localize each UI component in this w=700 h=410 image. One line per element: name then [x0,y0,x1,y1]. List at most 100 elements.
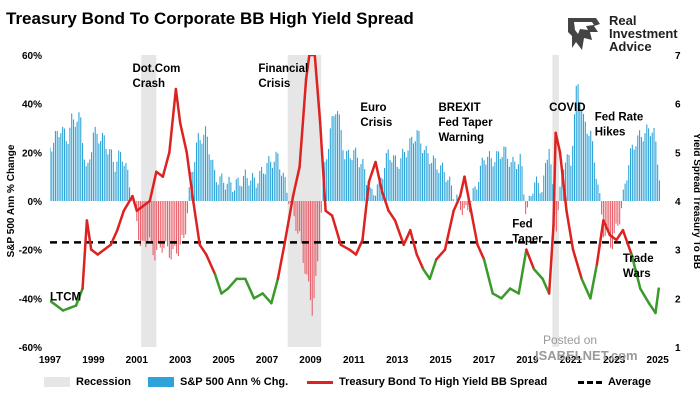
spread-segment-26 [205,253,217,276]
sp500-bar-173 [362,158,364,201]
sp500-bar-227 [459,201,462,211]
sp500-bar-121 [268,156,270,201]
sp500-bar-158 [335,114,337,201]
sp500-bar-7 [62,126,64,201]
sp500-bar-117 [261,167,263,201]
sp500-bar-133 [289,201,292,203]
sp500-bar-213 [434,158,436,201]
sp500-bar-159 [337,111,339,201]
sp500-bar-139 [300,201,302,244]
sp500-bar-325 [637,135,639,201]
sp500-bar-123 [271,168,273,201]
sp500-bar-142 [306,201,308,275]
sp500-bar-70 [176,201,178,254]
sp500-bar-330 [646,124,648,201]
sp500-bar-228 [461,201,463,215]
sp500-bar-308 [606,201,608,230]
sp500-bar-104 [237,177,239,201]
sp500-bar-24 [92,132,94,201]
brand-logo: Real Investment Advice [566,12,696,58]
sp500-bar-52 [143,201,145,242]
sp500-bar-335 [655,141,657,201]
sp500-bar-74 [183,201,185,238]
spread-segment-6 [81,219,89,290]
sp500-bar-294 [581,110,583,201]
y-left-tick-2: 20% [22,148,42,159]
sp500-bar-9 [65,141,67,201]
sp500-bar-180 [374,195,377,201]
sp500-bar-199 [409,138,411,201]
spread-segment-25 [198,243,208,256]
annotation-3-line-2: Warning [438,132,484,144]
sp500-bar-80 [194,162,196,201]
sp500-bar-84 [201,143,203,201]
annotation-1: Financial Crisis [258,63,308,90]
sp500-bar-198 [407,150,409,201]
spread-segment-56 [415,253,425,271]
spread-segment-14 [131,194,139,212]
sp500-bar-286 [566,154,568,201]
chart-area: 60% 40% 20% 0% -20% -40% -60% 1 2 3 4 5 6 7 1997 1999 20… [6,51,700,366]
sp500-bar-285 [564,162,566,201]
spread-segment-50 [374,160,384,193]
sp500-bar-97 [224,189,226,201]
sp500-bar-77 [188,187,190,201]
sp500-bar-22 [89,159,91,201]
spread-segment-48 [361,180,371,242]
brand-line-2: Investment [609,26,678,41]
spread-segment-38 [298,78,308,169]
sp500-bar-125 [275,151,277,201]
sp500-bar-246 [494,162,496,201]
sp500-bar-249 [499,158,501,201]
sp500-bar-231 [467,201,469,211]
legend-item-sp500: S&P 500 Ann % Chg. [148,376,288,388]
sp500-bar-122 [270,161,272,201]
spread-segment-36 [283,194,295,247]
sp500-bar-215 [438,172,440,201]
eagle-logo-icon [568,18,600,50]
sp500-bar-116 [259,170,261,201]
sp500-bar-17 [80,117,82,201]
sp500-bar-299 [590,130,592,201]
sp500-bar-332 [649,136,651,201]
sp500-bar-270 [537,183,539,201]
sp500-bar-317 [622,189,624,201]
sp500-bar-60 [157,201,160,243]
sp500-bar-300 [592,141,594,201]
sp500-bar-172 [360,164,362,201]
sp500-bar-103 [235,179,237,201]
sp500-bar-320 [628,165,630,201]
spread-segment-15 [135,204,145,212]
annotation-5-line-1: Hikes [595,127,626,139]
y-left-tick-6: -60% [19,343,42,354]
sp500-bar-251 [503,146,505,201]
sp500-bar-287 [568,154,570,201]
sp500-bar-81 [195,142,198,201]
sp500-bar-316 [620,201,623,209]
sp500-bar-205 [420,143,422,201]
sp500-bar-312 [613,201,615,234]
sp500-bar-41 [123,165,125,201]
sp500-bar-274 [544,162,547,201]
sp500-bar-174 [364,169,366,201]
spread-segment-70 [517,248,528,295]
spread-segment-75 [552,131,557,227]
sp500-bar-273 [543,175,545,201]
sp500-bar-141 [304,201,306,274]
sp500-bar-39 [119,152,122,201]
spread-segment-5 [74,287,84,307]
sp500-bar-50 [139,201,141,247]
spread-segment-74 [547,224,555,295]
sp500-bar-99 [228,176,230,201]
sp500-bar-239 [481,157,483,201]
sp500-bar-44 [129,187,131,201]
sp500-bar-314 [617,201,619,226]
sp500-bar-233 [470,201,472,202]
sp500-bar-214 [436,169,438,201]
sp500-bar-66 [168,201,170,258]
sp500-bar-25 [94,126,96,201]
sp500-bar-1 [51,151,53,201]
annotation-8-line-0: LTCM [50,292,81,304]
spread-segment-35 [276,243,286,281]
x-tick-5: 2007 [256,355,279,366]
